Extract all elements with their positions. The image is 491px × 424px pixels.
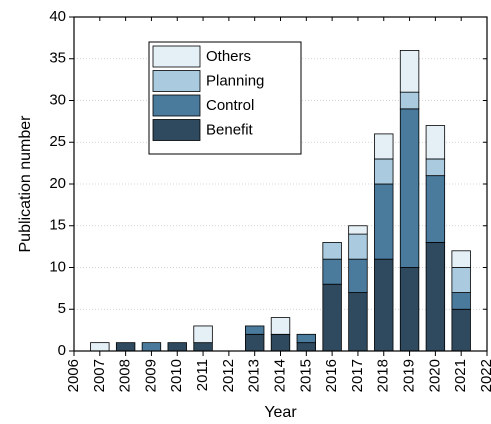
y-tick-label: 40 — [49, 8, 66, 25]
legend-swatch-others — [152, 45, 201, 68]
y-axis-ticks: 0 5 10 15 20 25 30 35 40 — [49, 8, 487, 359]
y-axis-title: Publication number — [17, 115, 34, 253]
y-tick-label: 25 — [49, 133, 66, 150]
x-tick-label: 2021 — [452, 359, 469, 392]
bar-planning-2018 — [374, 158, 394, 185]
x-tick-label: 2007 — [91, 359, 108, 392]
bar-benefit-2016 — [322, 283, 342, 352]
x-tick-label: 2020 — [426, 359, 443, 392]
legend-label-others: Others — [206, 48, 251, 65]
bar-benefit-2018 — [374, 258, 394, 352]
x-tick-label: 2012 — [220, 359, 237, 392]
bar-benefit-2017 — [348, 292, 368, 352]
x-tick-label: 2009 — [142, 359, 159, 392]
legend: Others Planning Control Benefit — [148, 41, 302, 155]
bar-others-2019 — [399, 50, 420, 93]
bar-benefit-2010 — [167, 342, 187, 352]
legend-label-control: Control — [206, 97, 254, 114]
x-tick-label: 2017 — [349, 359, 366, 392]
x-tick-label: 2019 — [401, 359, 418, 392]
bar-others-2020 — [425, 125, 446, 160]
bar-control-2018 — [374, 183, 394, 260]
y-tick-label: 0 — [58, 342, 66, 359]
legend-swatch-benefit — [152, 119, 201, 141]
legend-swatch-control — [152, 94, 201, 117]
bar-control-2021 — [451, 292, 471, 310]
legend-label-benefit: Benefit — [206, 121, 254, 138]
x-tick-label: 2013 — [246, 359, 263, 392]
x-axis-ticks: 2006 2007 2008 2009 2010 2011 2012 2013 2014 2015… — [65, 17, 491, 392]
y-tick-label: 15 — [49, 217, 66, 234]
y-tick-label: 20 — [49, 175, 66, 192]
x-tick-label: 2011 — [194, 359, 211, 391]
bar-planning-2019 — [399, 91, 420, 110]
bar-others-2021 — [451, 250, 471, 268]
y-tick-label: 5 — [58, 300, 66, 317]
bar-control-2019 — [399, 108, 420, 268]
bar-control-2016 — [322, 258, 342, 285]
x-tick-label: 2008 — [117, 359, 134, 392]
bar-control-2015 — [296, 333, 317, 344]
x-tick-label: 2016 — [323, 359, 340, 392]
bar-benefit-2021 — [451, 308, 471, 352]
x-tick-label: 2010 — [168, 359, 185, 392]
bar-control-2013 — [244, 325, 265, 335]
bar-benefit-2008 — [115, 342, 136, 352]
x-tick-label: 2015 — [297, 359, 314, 392]
bar-control-2017 — [348, 258, 368, 293]
bar-benefit-2011 — [193, 342, 213, 352]
bar-benefit-2013 — [244, 333, 265, 352]
bar-benefit-2019 — [399, 267, 420, 352]
x-axis-title: Year — [264, 404, 297, 421]
bar-others-2014 — [270, 317, 291, 335]
bar-others-2007 — [90, 342, 110, 352]
x-tick-label: 2006 — [65, 359, 82, 392]
bar-control-2020 — [425, 175, 446, 243]
bar-stacks — [90, 50, 471, 352]
y-tick-label: 35 — [49, 50, 66, 67]
bar-others-2018 — [374, 133, 394, 160]
legend-label-planning: Planning — [206, 72, 264, 89]
bar-planning-2020 — [425, 158, 446, 177]
x-tick-label: 2014 — [271, 359, 288, 392]
bar-planning-2017 — [348, 233, 368, 260]
bar-benefit-2020 — [425, 242, 446, 352]
bar-benefit-2015 — [296, 342, 317, 352]
y-tick-label: 30 — [49, 91, 66, 108]
legend-swatch-planning — [152, 70, 201, 92]
y-tick-label: 10 — [49, 258, 66, 275]
bar-others-2017 — [348, 225, 368, 235]
x-tick-label: 2018 — [375, 359, 392, 392]
bar-planning-2021 — [451, 267, 471, 293]
bar-benefit-2014 — [270, 333, 291, 352]
bar-planning-2016 — [322, 242, 342, 260]
x-tick-label: 2022 — [478, 359, 491, 392]
bar-others-2011 — [193, 325, 213, 344]
bar-control-2009 — [141, 342, 162, 352]
